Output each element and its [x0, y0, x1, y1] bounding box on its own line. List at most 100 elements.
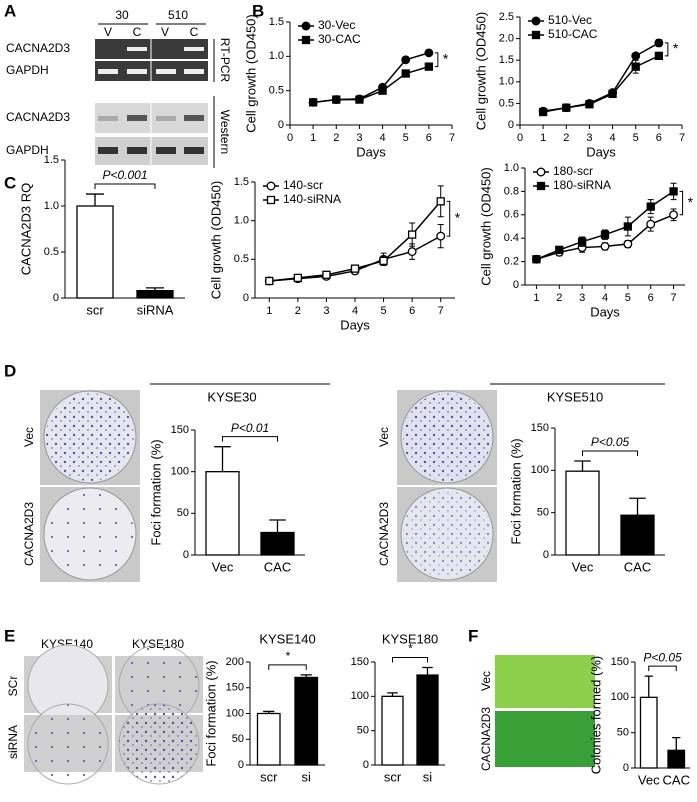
panel-label: D: [4, 361, 16, 380]
marker: [436, 231, 446, 241]
band: [184, 47, 204, 51]
panel-label: B: [252, 1, 264, 20]
photo: [495, 711, 595, 767]
significance-label: *: [673, 40, 679, 56]
y-tick-label: 1.5: [499, 54, 514, 66]
y-axis-label: Cell growth (OD450): [208, 181, 223, 300]
band: [127, 47, 147, 51]
row-label: CACNA2D3: [6, 110, 70, 124]
x-tick-label: si: [423, 769, 433, 784]
band: [127, 147, 147, 154]
y-tick-label: 100: [226, 707, 244, 719]
y-tick-label: 50: [177, 507, 189, 519]
bar: [294, 676, 319, 766]
y-tick-label: 100: [351, 690, 369, 702]
marker: [608, 89, 617, 99]
row-label: GAPDH: [6, 63, 49, 77]
lane-label: V: [104, 25, 112, 39]
y-tick-label: 0.5: [44, 246, 59, 258]
legend-marker: [301, 21, 311, 31]
colonies: [403, 393, 491, 481]
significance-bracket: [446, 200, 451, 237]
x-tick-label: 7: [449, 132, 455, 144]
band: [184, 147, 204, 154]
bar: [256, 712, 281, 766]
marker: [532, 255, 541, 264]
marker: [538, 107, 548, 117]
significance-bracket: [392, 656, 428, 663]
bar: [205, 471, 240, 556]
y-tick-label: 1.5: [269, 16, 284, 28]
marker: [407, 247, 417, 257]
marker: [585, 100, 594, 109]
significance-bracket: [268, 664, 307, 670]
marker: [401, 69, 410, 78]
x-tick-label: 6: [426, 132, 432, 144]
x-tick-label: 7: [671, 292, 677, 304]
marker: [654, 38, 664, 48]
x-tick-label: 3: [356, 132, 362, 144]
band: [127, 69, 147, 74]
y-axis-label: CACNA2D3 RQ: [18, 183, 33, 275]
x-tick-label: 4: [610, 132, 616, 144]
significance-label: *: [285, 649, 290, 663]
group-title: KYSE30: [207, 389, 256, 404]
lane-label: C: [190, 25, 199, 39]
marker: [293, 273, 303, 283]
x-tick-label: 6: [648, 292, 654, 304]
y-tick-label: 100: [611, 691, 629, 703]
row-label: siRNA: [6, 725, 20, 759]
dish: [118, 703, 200, 785]
x-tick-label: 4: [602, 292, 608, 304]
band: [184, 69, 204, 74]
y-tick-label: 0: [53, 292, 59, 304]
x-tick-label: Vec: [572, 559, 594, 574]
colonies: [46, 393, 134, 481]
marker: [355, 95, 364, 104]
series-line: [543, 55, 660, 113]
y-tick-label: 50: [357, 725, 369, 737]
y-tick-label: 50: [232, 733, 244, 745]
y-tick-label: 50: [617, 727, 629, 739]
marker: [350, 264, 360, 273]
marker: [436, 197, 445, 206]
x-tick-label: 2: [563, 132, 569, 144]
marker: [555, 245, 564, 255]
marker: [401, 55, 411, 65]
marker: [378, 86, 387, 95]
series-line: [543, 42, 660, 112]
colonies: [403, 490, 491, 578]
legend-marker: [301, 35, 311, 45]
legend-marker: [536, 167, 546, 177]
x-tick-label: si: [302, 769, 312, 784]
band: [156, 147, 176, 154]
error-bar: [269, 519, 286, 533]
y-tick-label: 0: [543, 549, 549, 561]
x-axis-label: Days: [590, 304, 620, 319]
cell-line: 30: [115, 8, 129, 22]
x-tick-label: 2: [556, 292, 562, 304]
method-label: RT-PCR: [218, 38, 232, 83]
x-tick-label: 3: [323, 305, 329, 317]
legend-marker: [531, 30, 541, 40]
significance-label: *: [408, 642, 413, 656]
x-tick-label: 0: [517, 132, 523, 144]
y-tick-label: 150: [531, 422, 549, 434]
y-tick-label: 0.8: [504, 185, 519, 197]
x-tick-label: 6: [409, 305, 415, 317]
colonies: [46, 490, 134, 578]
y-tick-label: 50: [537, 507, 549, 519]
marker: [623, 222, 633, 231]
bar: [416, 674, 439, 766]
bar: [136, 289, 174, 299]
significance-bracket: [648, 665, 677, 672]
y-axis-label: Cell growth (OD450): [473, 12, 488, 131]
legend-marker: [531, 16, 541, 26]
row-label: GAPDH: [6, 143, 49, 157]
y-tick-label: 0: [238, 759, 244, 771]
x-axis-label: Days: [340, 317, 370, 332]
marker: [623, 239, 633, 249]
legend-label: 510-Vec: [548, 13, 592, 27]
y-tick-label: 0: [183, 549, 189, 561]
